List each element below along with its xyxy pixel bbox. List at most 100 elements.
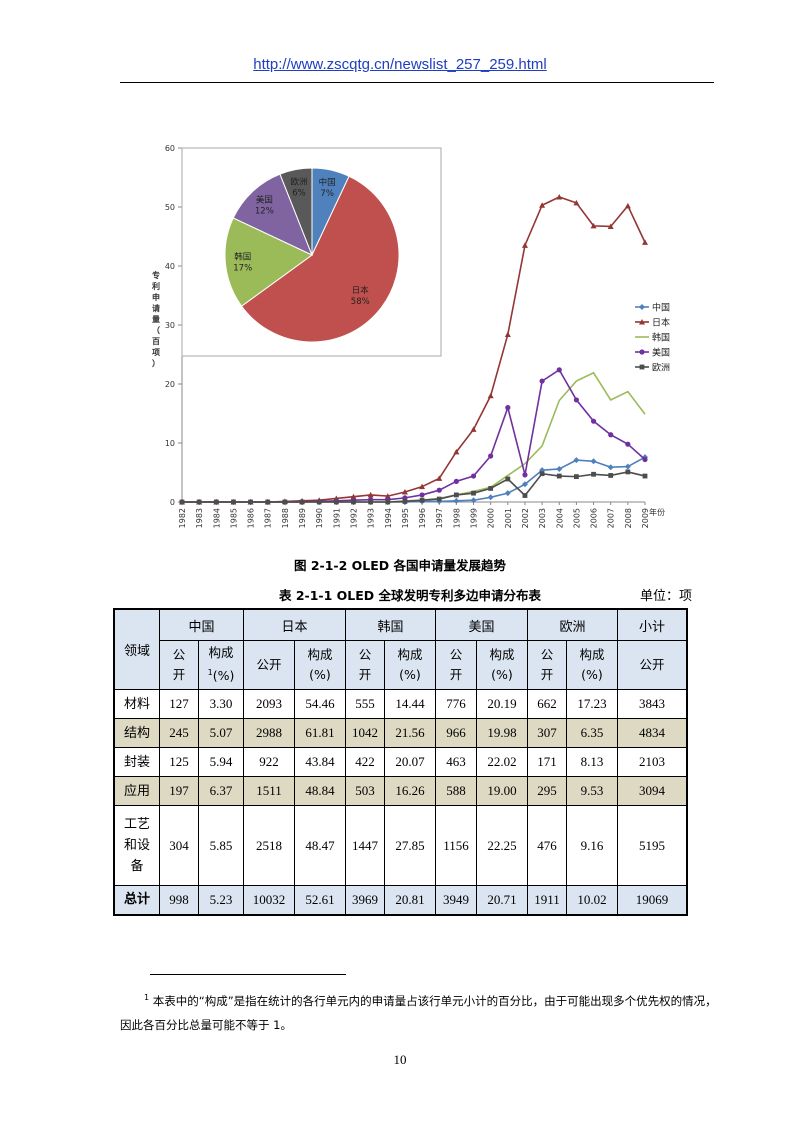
- header-group: 中国: [160, 609, 244, 641]
- y-tick-label: 50: [165, 203, 175, 212]
- data-point: [608, 432, 613, 437]
- table-cell: 998: [160, 886, 199, 915]
- data-point: [574, 397, 579, 402]
- table-cell: 1156: [436, 806, 477, 886]
- data-point: [608, 473, 613, 478]
- series-line-2: [182, 373, 645, 502]
- table-row: 封装1255.9492243.8442220.0746322.021718.13…: [114, 748, 687, 777]
- table-cell: 476: [528, 806, 567, 886]
- table-cell: 3843: [618, 690, 688, 719]
- data-point: [556, 194, 562, 200]
- x-tick-label: 2008: [624, 508, 633, 528]
- table-cell: 295: [528, 777, 567, 806]
- pie-slice-label: 欧洲: [290, 177, 307, 188]
- data-point: [265, 500, 270, 505]
- table-cell: 5.07: [199, 719, 244, 748]
- row-domain: 工艺和设备: [114, 806, 160, 886]
- data-point: [505, 331, 511, 337]
- data-point: [454, 479, 459, 484]
- data-point: [522, 242, 528, 248]
- subheader-public: 公开: [346, 641, 385, 690]
- footnote-divider: [150, 974, 346, 975]
- x-tick-label: 1987: [264, 508, 273, 528]
- table-cell: 10.02: [567, 886, 618, 915]
- table-cell: 22.02: [477, 748, 528, 777]
- row-domain: 结构: [114, 719, 160, 748]
- data-point: [471, 491, 476, 496]
- table-cell: 197: [160, 777, 199, 806]
- table-cell: 52.61: [295, 886, 346, 915]
- data-point: [591, 472, 596, 477]
- data-point: [488, 494, 494, 500]
- subheader-ratio: 构成(%): [567, 641, 618, 690]
- footnote: 1 本表中的“构成”是指在统计的各行单元内的申请量占该行单元小计的百分比，由于可…: [120, 986, 720, 1037]
- x-tick-label: 1999: [470, 508, 479, 528]
- data-point: [317, 500, 322, 505]
- subheader-public: 公开: [618, 641, 688, 690]
- table-cell: 17.23: [567, 690, 618, 719]
- table-cell: 1911: [528, 886, 567, 915]
- x-tick-label: 1988: [281, 508, 290, 528]
- table-cell: 61.81: [295, 719, 346, 748]
- data-point: [505, 490, 511, 496]
- subheader-public: 公开: [244, 641, 295, 690]
- pie-slice-label: 日本: [352, 285, 370, 296]
- y-tick-label: 0: [170, 498, 175, 507]
- row-domain: 总计: [114, 886, 160, 915]
- table-cell: 2093: [244, 690, 295, 719]
- table-cell: 27.85: [385, 806, 436, 886]
- table-cell: 5.23: [199, 886, 244, 915]
- header-group: 小计: [618, 609, 688, 641]
- data-point: [488, 393, 494, 399]
- header-divider: [120, 82, 714, 83]
- table-cell: 776: [436, 690, 477, 719]
- page-number: 10: [0, 1052, 800, 1068]
- data-point: [573, 457, 579, 463]
- table-cell: 14.44: [385, 690, 436, 719]
- table-cell: 19.98: [477, 719, 528, 748]
- header-group: 韩国: [346, 609, 436, 641]
- table-cell: 2103: [618, 748, 688, 777]
- table-cell: 20.71: [477, 886, 528, 915]
- data-point: [420, 498, 425, 503]
- x-tick-label: 2002: [521, 508, 530, 528]
- series-line-0: [182, 457, 645, 502]
- header-domain: 领域: [114, 609, 160, 690]
- table-cell: 5195: [618, 806, 688, 886]
- data-point: [523, 493, 528, 498]
- data-point: [591, 419, 596, 424]
- table-cell: 21.56: [385, 719, 436, 748]
- x-tick-label: 1983: [195, 508, 204, 528]
- data-point: [608, 464, 614, 470]
- subheader-ratio: 构成(%): [385, 641, 436, 690]
- row-domain: 材料: [114, 690, 160, 719]
- table-body: 材料1273.30209354.4655514.4477620.1966217.…: [114, 690, 687, 915]
- table-cell: 588: [436, 777, 477, 806]
- data-point: [505, 405, 510, 410]
- table-row: 总计9985.231003252.61396920.81394920.71191…: [114, 886, 687, 915]
- table-cell: 20.81: [385, 886, 436, 915]
- table-cell: 16.26: [385, 777, 436, 806]
- header-group: 美国: [436, 609, 528, 641]
- legend-label: 美国: [652, 347, 670, 359]
- x-tick-label: 1995: [401, 508, 410, 528]
- data-point: [625, 442, 630, 447]
- table-cell: 3949: [436, 886, 477, 915]
- table-cell: 922: [244, 748, 295, 777]
- subheader-public: 公开: [528, 641, 567, 690]
- y-tick-label: 60: [165, 144, 175, 153]
- data-point: [351, 500, 356, 505]
- table-cell: 6.37: [199, 777, 244, 806]
- data-point: [557, 367, 562, 372]
- table-cell: 125: [160, 748, 199, 777]
- data-point: [248, 500, 253, 505]
- x-tick-label: 1990: [315, 508, 324, 528]
- table-cell: 48.47: [295, 806, 346, 886]
- header-url-link[interactable]: http://www.zscqtg.cn/newslist_257_259.ht…: [0, 56, 800, 73]
- table-cell: 5.85: [199, 806, 244, 886]
- row-domain: 应用: [114, 777, 160, 806]
- header-group: 欧洲: [528, 609, 618, 641]
- data-point: [574, 474, 579, 479]
- table-cell: 10032: [244, 886, 295, 915]
- data-point: [197, 500, 202, 505]
